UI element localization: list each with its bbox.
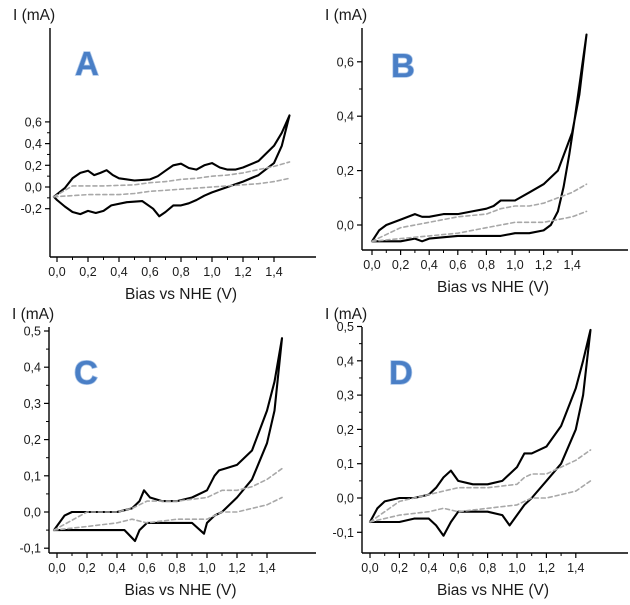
panel-letter: B — [391, 47, 415, 84]
x-tick-label: 0,8 — [479, 561, 496, 575]
x-tick-label: 1,4 — [265, 265, 282, 279]
x-tick-label: 0,4 — [421, 258, 438, 272]
panel-b: 0,0 0,2 0,4 0,6 0,0 0,2 0,4 0,6 0,8 1,0 1,2 1,4 I (m… — [325, 7, 628, 296]
panel-a: -0,2 0,0 0,2 0,4 0,6 0,0 0,2 0,4 0,6 0,8 1,0 1,2 1,4… — [13, 7, 316, 303]
dashed-curve-2 — [53, 496, 283, 531]
y-tick-label: 0,4 — [24, 361, 41, 375]
x-tick-label: 0,6 — [141, 265, 158, 279]
y-tick-label: 0,0 — [24, 506, 41, 520]
dashed-curve-2 — [369, 480, 592, 523]
y-tick-label: 0,4 — [337, 110, 354, 124]
dashed-curve-1 — [53, 467, 283, 531]
x-axis-label: Bias vs NHE (V) — [125, 286, 237, 303]
dashed-curve-2 — [53, 177, 291, 198]
y-tick-label: 0,0 — [337, 492, 354, 506]
x-tick-label: 1,0 — [508, 561, 525, 575]
x-tick-label: 1,0 — [203, 265, 220, 279]
x-tick-label: 0,2 — [391, 561, 408, 575]
panel-letter: D — [389, 354, 413, 391]
dashed-curve-1 — [369, 449, 592, 523]
dashed-curve-1 — [371, 183, 588, 243]
x-tick-label: 0,8 — [172, 265, 189, 279]
x-axis-label: Bias vs NHE (V) — [437, 279, 549, 296]
y-tick-label: -0,2 — [20, 202, 42, 216]
x-tick-label: 0,0 — [48, 561, 65, 575]
x-tick-label: 0,2 — [78, 561, 95, 575]
y-axis-label: I (mA) — [325, 7, 367, 24]
y-tick-label: 0,5 — [24, 325, 41, 339]
y-axis-label: I (mA) — [325, 306, 367, 323]
x-tick-label: 0,0 — [48, 265, 65, 279]
x-tick-label: 1,4 — [258, 561, 275, 575]
solid-curve-0 — [368, 328, 592, 537]
x-tick-label: 0,4 — [108, 561, 125, 575]
x-tick-label: 1,2 — [535, 258, 552, 272]
y-tick-label: 0,4 — [337, 354, 354, 368]
panel-d: -0,1 0,0 0,1 0,2 0,3 0,4 0,5 0,0 0,2 0,4 0,6 0,8 1,0… — [325, 306, 628, 599]
y-tick-label: 0,2 — [25, 159, 42, 173]
x-axis-label: Bias vs NHE (V) — [437, 582, 549, 599]
x-tick-label: 1,2 — [228, 561, 245, 575]
x-tick-label: 1,0 — [506, 258, 523, 272]
y-tick-label: 0,1 — [24, 469, 41, 483]
x-tick-label: 0,8 — [168, 561, 185, 575]
y-tick-label: 0,2 — [337, 423, 354, 437]
x-tick-label: 0,0 — [363, 258, 380, 272]
x-tick-label: 0,8 — [478, 258, 495, 272]
y-tick-label: 0,3 — [337, 389, 354, 403]
y-tick-label: 0,0 — [25, 181, 42, 195]
y-tick-label: 0,2 — [24, 433, 41, 447]
x-tick-label: 0,2 — [392, 258, 409, 272]
panel-letter: A — [75, 45, 99, 82]
x-tick-label: 0,4 — [110, 265, 127, 279]
y-tick-label: -0,1 — [332, 526, 354, 540]
y-axis-label: I (mA) — [12, 306, 54, 323]
x-tick-label: 1,2 — [538, 561, 555, 575]
y-tick-label: 0,6 — [337, 55, 354, 69]
solid-curve-0 — [52, 337, 284, 543]
x-tick-label: 0,6 — [449, 258, 466, 272]
dashed-curve-1 — [53, 161, 291, 198]
panel-letter: C — [74, 354, 98, 391]
x-tick-label: 0,6 — [138, 561, 155, 575]
y-tick-label: 0,5 — [337, 320, 354, 334]
y-tick-label: -0,1 — [19, 542, 41, 556]
y-tick-label: 0,3 — [24, 397, 41, 411]
y-tick-label: 0,6 — [25, 115, 42, 129]
x-tick-label: 1,4 — [564, 258, 581, 272]
x-tick-label: 0,6 — [450, 561, 467, 575]
y-tick-label: 0,4 — [25, 137, 42, 151]
panel-c: -0,1 0,0 0,1 0,2 0,3 0,4 0,5 0,0 0,2 0,4 0,6 0,8 1,0… — [12, 306, 316, 599]
y-tick-label: 0,1 — [337, 457, 354, 471]
y-tick-label: 0,2 — [337, 164, 354, 178]
x-tick-label: 0,2 — [79, 265, 96, 279]
x-axis-label: Bias vs NHE (V) — [125, 582, 237, 599]
x-tick-label: 0,4 — [420, 561, 437, 575]
solid-curve-0 — [52, 114, 291, 218]
x-tick-label: 1,0 — [198, 561, 215, 575]
solid-curve-0 — [370, 33, 588, 243]
x-tick-label: 1,2 — [234, 265, 251, 279]
x-tick-label: 1,4 — [567, 561, 584, 575]
dashed-curve-2 — [371, 210, 588, 243]
x-tick-label: 0,0 — [361, 561, 378, 575]
y-axis-label: I (mA) — [13, 7, 55, 24]
y-tick-label: 0,0 — [337, 219, 354, 233]
